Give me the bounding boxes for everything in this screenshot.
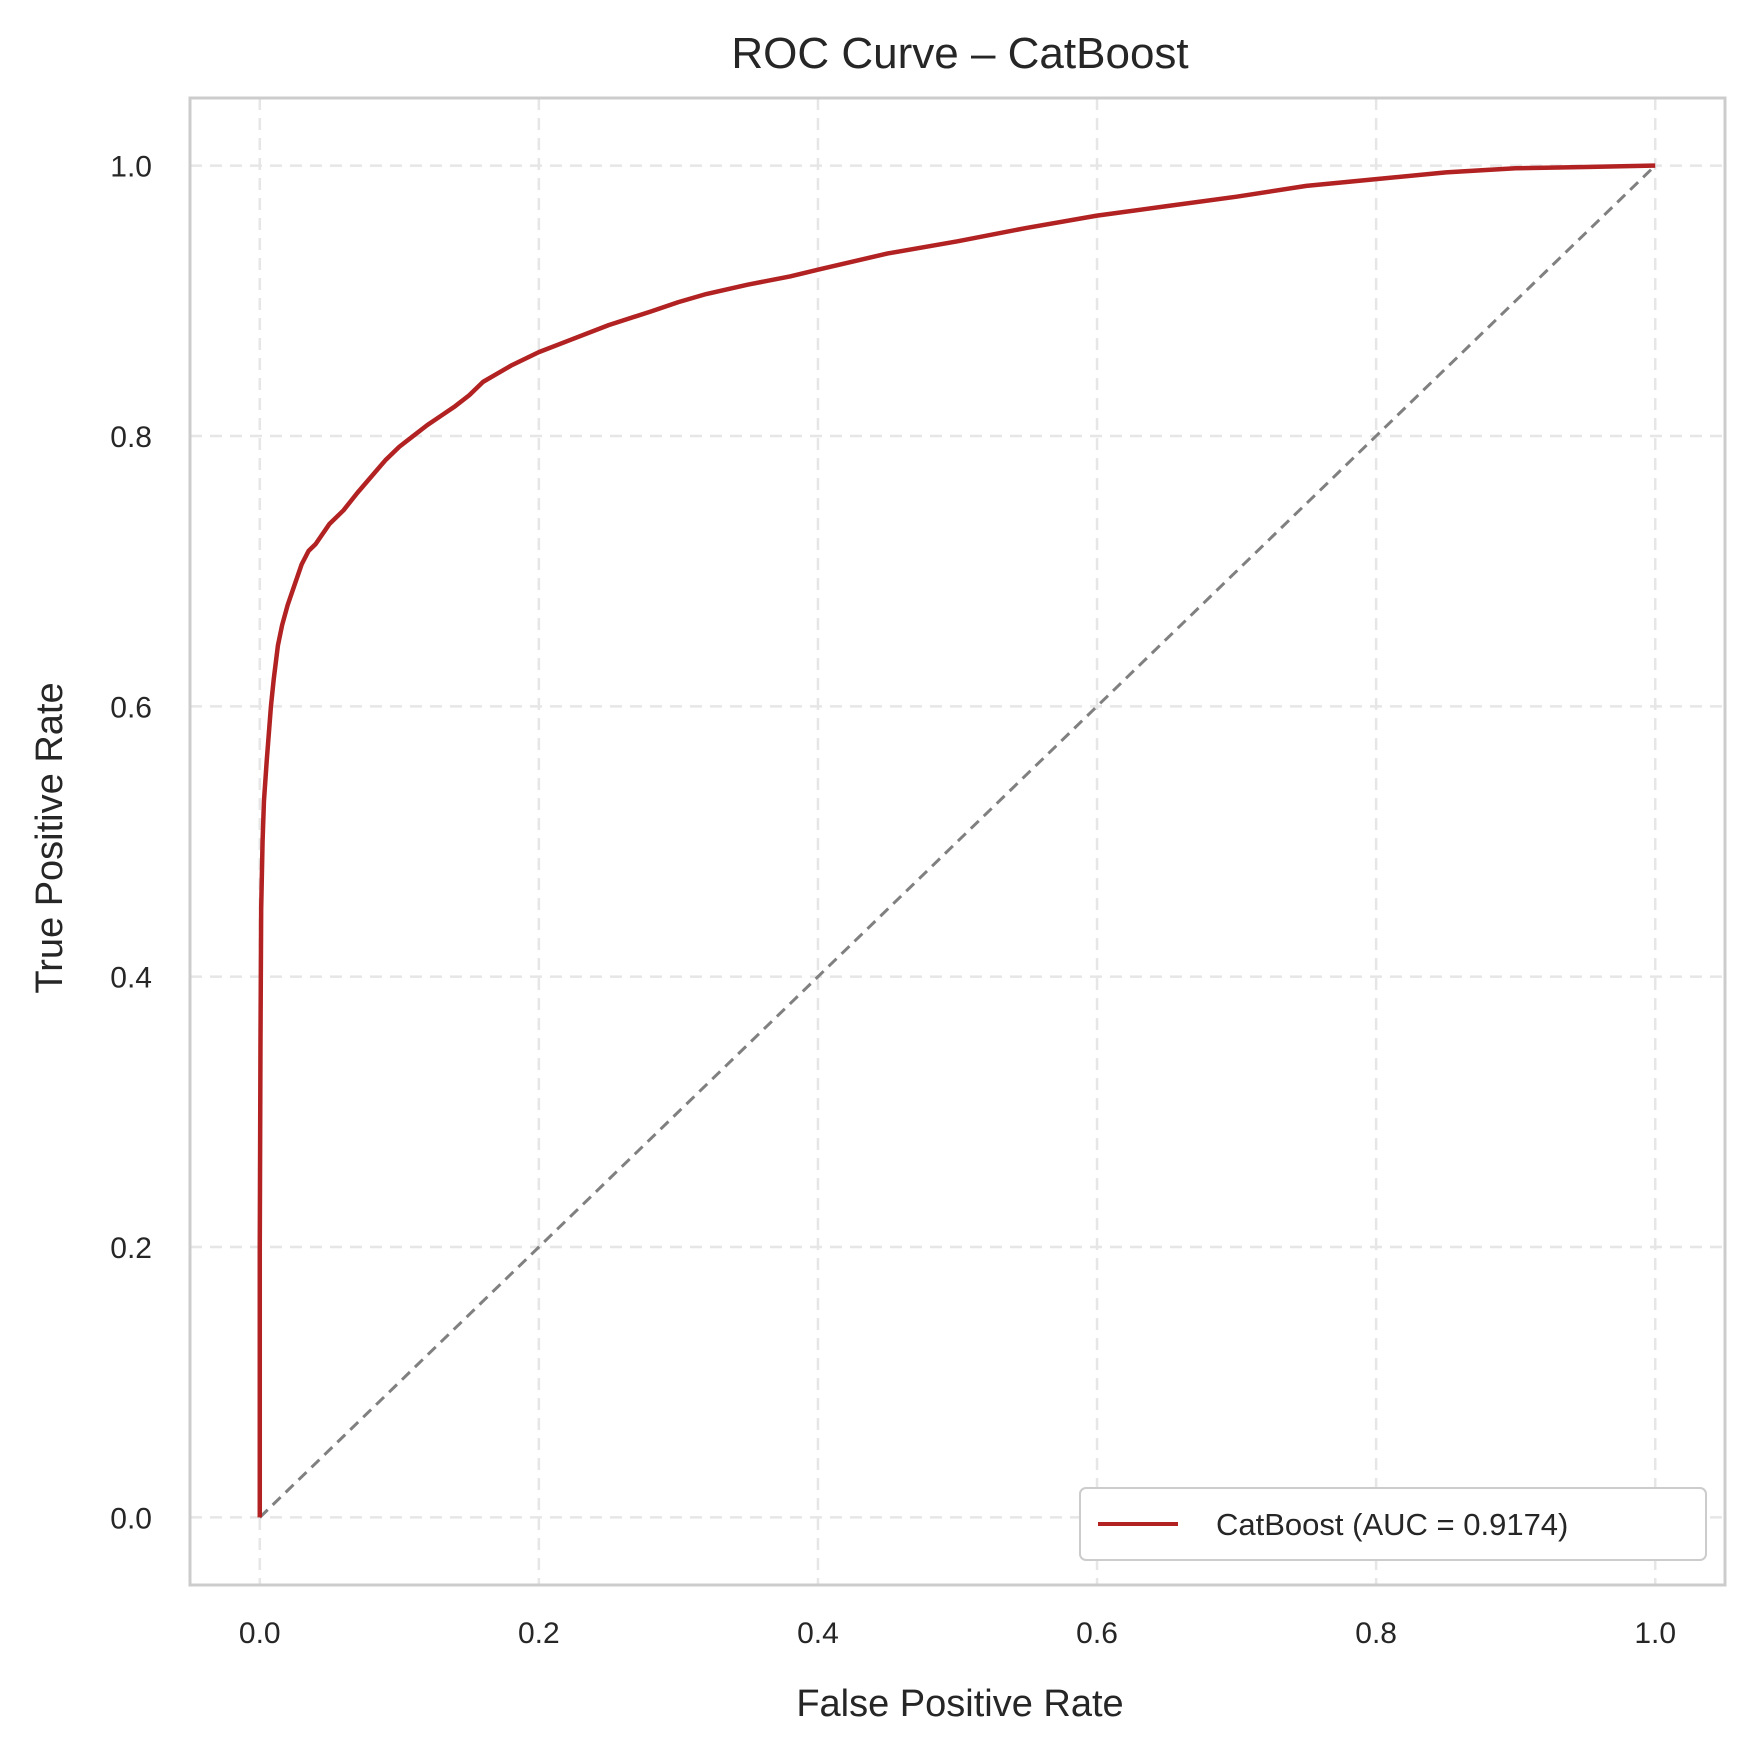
x-tick-label: 0.2 <box>518 1617 560 1650</box>
series-layer <box>257 163 1657 1519</box>
chart-title: ROC Curve – CatBoost <box>731 29 1188 78</box>
legend-label: CatBoost (AUC = 0.9174) <box>1216 1507 1568 1542</box>
y-tick-label: 0.0 <box>110 1502 152 1535</box>
legend-box <box>1079 1487 1707 1561</box>
legend: CatBoost (AUC = 0.9174) <box>1079 1487 1707 1561</box>
y-tick-label: 0.4 <box>110 962 152 995</box>
x-tick-label: 0.0 <box>239 1617 281 1650</box>
x-ticks: 0.0 0.2 0.4 0.6 0.8 1.0 <box>239 1617 1676 1650</box>
x-tick-label: 0.8 <box>1355 1617 1397 1650</box>
plot-frame <box>188 96 1727 1587</box>
x-axis-label: False Positive Rate <box>796 1683 1123 1725</box>
grid <box>190 98 1725 1585</box>
y-tick-label: 0.2 <box>110 1232 152 1265</box>
x-tick-label: 1.0 <box>1634 1617 1676 1650</box>
y-tick-label: 0.6 <box>110 691 152 724</box>
y-axis-label: True Positive Rate <box>29 682 71 993</box>
x-tick-label: 0.6 <box>1076 1617 1118 1650</box>
y-tick-label: 1.0 <box>110 151 152 184</box>
y-ticks: 0.0 0.2 0.4 0.6 0.8 1.0 <box>110 151 152 1536</box>
x-tick-label: 0.4 <box>797 1617 839 1650</box>
y-tick-label: 0.8 <box>110 421 152 454</box>
roc-curve-catboost <box>257 163 1656 1518</box>
